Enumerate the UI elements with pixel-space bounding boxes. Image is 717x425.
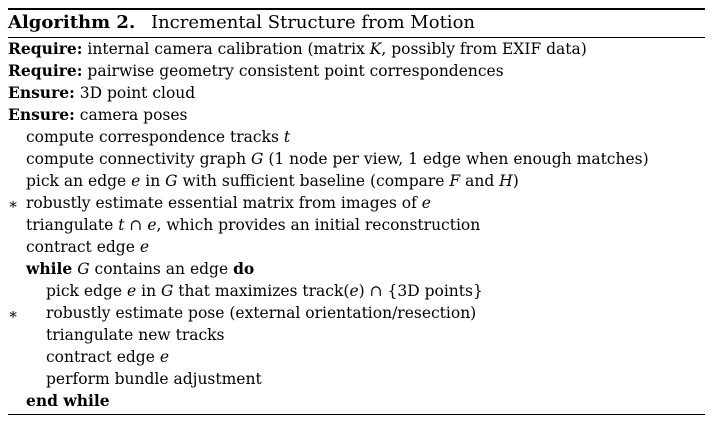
keyword: while (26, 259, 73, 278)
algorithm-line: ∗ robustly estimate pose (external orient… (8, 302, 705, 324)
algorithm-title: Incremental Structure from Motion (150, 12, 475, 33)
algorithm-line: while G contains an edge do (8, 258, 705, 280)
algorithm-line-text: triangulate new tracks (46, 324, 225, 346)
line-segment: that maximizes track( (173, 282, 350, 300)
keyword: Ensure: (8, 105, 75, 124)
math-symbol: H (499, 172, 513, 190)
math-symbol: F (449, 172, 461, 190)
line-segment: , which provides an initial reconstructi… (156, 216, 481, 234)
top-rule (8, 8, 705, 10)
caption-rule (8, 37, 705, 38)
math-symbol: t (283, 128, 291, 146)
algorithm-line-text: robustly estimate pose (external orienta… (46, 302, 476, 324)
math-symbol: G (251, 150, 264, 168)
line-segment: , possibly from EXIF data) (381, 40, 587, 58)
line-segment: robustly estimate essential matrix from … (26, 194, 422, 212)
math-symbol: e (139, 238, 150, 256)
line-segment: ) (512, 172, 519, 190)
line-segment: robustly estimate pose (external orienta… (46, 304, 477, 322)
keyword: Ensure: (8, 83, 75, 102)
algorithm-line-text: pick an edge e in G with sufficient base… (26, 170, 519, 192)
line-segment: (1 node per view, 1 edge when enough mat… (263, 150, 649, 168)
line-segment: ∩ (124, 216, 148, 234)
algorithm-line: pick edge e in G that maximizes track(e)… (8, 280, 705, 302)
line-segment: ) ∩ {3D points} (358, 282, 483, 300)
line-segment: perform bundle adjustment (46, 370, 262, 388)
algorithm-line-text: contract edge e (26, 236, 149, 258)
algorithm-line: end while (8, 390, 705, 412)
keyword: Require: (8, 61, 83, 80)
line-segment: triangulate (26, 216, 119, 234)
algorithm-line-text: contract edge e (46, 346, 169, 368)
bottom-rule (8, 414, 705, 415)
math-symbol: e (127, 282, 137, 300)
keyword: Require: (8, 39, 83, 58)
line-segment: pick edge (46, 282, 127, 300)
math-symbol: e (159, 348, 170, 366)
algorithm-line: pick an edge e in G with sufficient base… (8, 170, 705, 192)
line-segment: pick an edge (26, 172, 132, 190)
line-segment: camera poses (74, 106, 188, 124)
line-segment: contract edge (26, 238, 140, 256)
algorithm-line-text: pick edge e in G that maximizes track(e)… (46, 280, 483, 302)
algorithm-line-text: Require: internal camera calibration (ma… (8, 38, 587, 60)
line-segment: and (460, 172, 500, 190)
algorithm-line-text: while G contains an edge do (26, 258, 254, 280)
algorithm-line-text: compute correspondence tracks t (26, 126, 290, 148)
algorithm-line-text: end while (26, 390, 110, 412)
algorithm-line-text: robustly estimate essential matrix from … (26, 192, 431, 214)
line-segment: compute correspondence tracks (26, 128, 284, 146)
line-segment: contract edge (46, 348, 160, 366)
algorithm-line: Require: pairwise geometry consistent po… (8, 60, 705, 82)
algorithm-line: triangulate t ∩ e, which provides an ini… (8, 214, 705, 236)
asterisk-marker: ∗ (8, 305, 19, 323)
algorithm-line-text: Require: pairwise geometry consistent po… (8, 60, 504, 82)
algorithm-line: contract edge e (8, 236, 705, 258)
algorithm-line-text: Ensure: 3D point cloud (8, 82, 195, 104)
algorithm-line: Ensure: 3D point cloud (8, 82, 705, 104)
line-segment: in (140, 172, 166, 190)
algorithm-line: contract edge e (8, 346, 705, 368)
algorithm-line: Require: internal camera calibration (ma… (8, 38, 705, 60)
line-segment: internal camera calibration (matrix (82, 40, 370, 58)
algorithm-line: Ensure: camera poses (8, 104, 705, 126)
asterisk-marker: ∗ (8, 195, 19, 213)
keyword: do (233, 259, 255, 278)
math-symbol: G (160, 282, 174, 300)
algorithm-line-text: perform bundle adjustment (46, 368, 262, 390)
algorithm-line-text: Ensure: camera poses (8, 104, 187, 126)
math-symbol: e (131, 172, 141, 190)
algorithm-line: ∗ robustly estimate essential matrix from… (8, 192, 705, 214)
math-symbol: e (421, 194, 431, 212)
math-symbol: e (349, 282, 359, 300)
line-segment: in (136, 282, 161, 300)
algorithm-line: perform bundle adjustment (8, 368, 705, 390)
math-symbol: K (369, 40, 382, 58)
math-symbol: G (165, 172, 178, 190)
keyword: end while (26, 391, 110, 410)
line-segment: contains an edge (89, 260, 234, 278)
line-segment: compute connectivity graph (26, 150, 251, 168)
math-symbol: e (147, 216, 157, 234)
algorithm-label: Algorithm 2. (8, 12, 136, 33)
line-segment: pairwise geometry consistent point corre… (82, 62, 504, 80)
algorithm-body: Require: internal camera calibration (ma… (8, 38, 705, 412)
algorithm-line-text: compute connectivity graph G (1 node per… (26, 148, 649, 170)
algorithm-line: triangulate new tracks (8, 324, 705, 346)
line-segment: 3D point cloud (74, 84, 196, 102)
algorithm-line: compute correspondence tracks t (8, 126, 705, 148)
algorithm-line-text: triangulate t ∩ e, which provides an ini… (26, 214, 480, 236)
algorithm-box: Algorithm 2. Incremental Structure from … (8, 0, 705, 415)
math-symbol: G (77, 260, 90, 278)
algorithm-line: compute connectivity graph G (1 node per… (8, 148, 705, 170)
line-segment: with sufficient baseline (compare (177, 172, 450, 190)
algorithm-caption: Algorithm 2. Incremental Structure from … (8, 10, 705, 37)
line-segment: triangulate new tracks (46, 326, 225, 344)
math-symbol: t (118, 216, 125, 234)
